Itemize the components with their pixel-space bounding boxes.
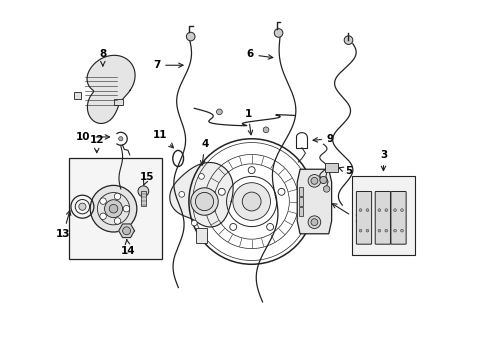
Text: 1: 1 xyxy=(244,109,252,135)
Circle shape xyxy=(109,204,118,213)
Circle shape xyxy=(278,188,285,195)
Circle shape xyxy=(229,224,236,230)
Circle shape xyxy=(366,229,368,232)
Bar xyxy=(196,228,206,243)
Circle shape xyxy=(400,229,403,232)
Text: 4: 4 xyxy=(200,139,208,165)
Text: 13: 13 xyxy=(56,211,71,239)
Circle shape xyxy=(198,174,204,179)
Polygon shape xyxy=(119,224,134,238)
Bar xyxy=(113,99,122,105)
Circle shape xyxy=(179,192,184,197)
Bar xyxy=(325,163,337,172)
Circle shape xyxy=(310,219,317,226)
Circle shape xyxy=(307,175,320,187)
Circle shape xyxy=(307,216,320,229)
Text: 3: 3 xyxy=(379,150,386,160)
Circle shape xyxy=(242,192,261,211)
Circle shape xyxy=(393,209,396,212)
Circle shape xyxy=(377,209,380,212)
Polygon shape xyxy=(87,55,135,123)
Circle shape xyxy=(218,188,225,195)
Text: 12: 12 xyxy=(89,135,104,145)
Circle shape xyxy=(384,209,387,212)
Circle shape xyxy=(248,167,255,174)
Text: 10: 10 xyxy=(76,132,109,142)
Text: 11: 11 xyxy=(153,130,173,148)
Text: 14: 14 xyxy=(121,240,135,256)
Text: 2: 2 xyxy=(331,204,360,224)
Circle shape xyxy=(359,229,361,232)
Circle shape xyxy=(195,192,213,211)
FancyBboxPatch shape xyxy=(374,192,389,244)
Circle shape xyxy=(319,176,326,184)
Circle shape xyxy=(393,229,396,232)
FancyBboxPatch shape xyxy=(390,192,406,244)
Circle shape xyxy=(79,203,86,210)
Circle shape xyxy=(104,200,122,218)
Circle shape xyxy=(366,209,368,212)
Circle shape xyxy=(263,127,268,133)
Circle shape xyxy=(216,109,222,115)
Circle shape xyxy=(123,206,129,212)
Circle shape xyxy=(323,186,329,192)
Bar xyxy=(298,187,303,196)
Bar xyxy=(69,158,162,259)
Polygon shape xyxy=(297,169,331,234)
Circle shape xyxy=(100,198,106,204)
Bar xyxy=(298,197,303,206)
Bar xyxy=(351,176,414,255)
Polygon shape xyxy=(169,162,233,227)
Bar xyxy=(141,191,145,206)
Circle shape xyxy=(190,188,218,215)
Circle shape xyxy=(384,229,387,232)
Circle shape xyxy=(122,227,130,235)
Text: 5: 5 xyxy=(338,166,351,176)
Circle shape xyxy=(138,186,148,197)
Text: 7: 7 xyxy=(153,60,183,70)
Text: 6: 6 xyxy=(246,49,272,59)
Circle shape xyxy=(344,36,352,44)
Circle shape xyxy=(232,183,270,220)
FancyBboxPatch shape xyxy=(356,192,371,244)
Bar xyxy=(298,207,303,216)
Bar xyxy=(74,92,81,99)
Circle shape xyxy=(100,213,106,220)
Circle shape xyxy=(186,32,195,41)
Circle shape xyxy=(191,220,197,226)
Circle shape xyxy=(114,193,121,200)
Text: 9: 9 xyxy=(312,134,333,144)
Circle shape xyxy=(119,136,122,141)
Circle shape xyxy=(359,209,361,212)
Circle shape xyxy=(90,185,137,232)
Text: 8: 8 xyxy=(99,49,106,66)
Circle shape xyxy=(266,224,273,230)
Text: 15: 15 xyxy=(140,172,154,185)
Circle shape xyxy=(274,29,282,37)
Circle shape xyxy=(114,218,121,224)
Circle shape xyxy=(377,229,380,232)
Circle shape xyxy=(310,177,317,184)
Circle shape xyxy=(400,209,403,212)
